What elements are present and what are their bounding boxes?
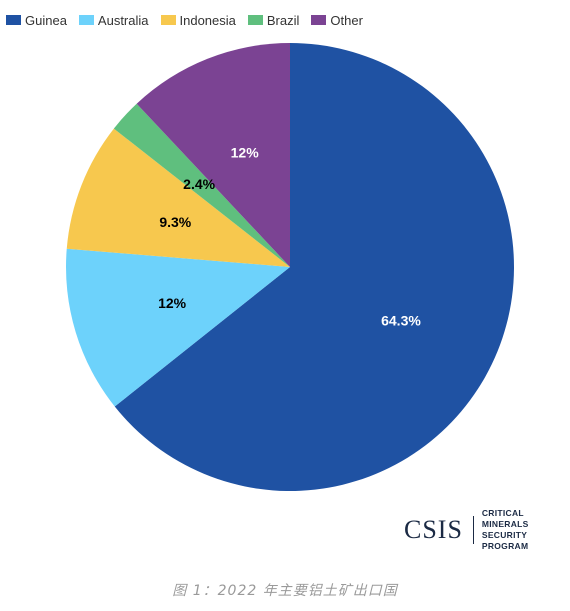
logo-wordmark: CSIS	[404, 515, 463, 544]
legend-item-brazil: Brazil	[247, 12, 300, 28]
legend-item-other: Other	[311, 13, 363, 28]
pie-slice-indonesia	[66, 128, 291, 267]
logo-subtitle-line1: CRITICAL MINERALS	[481, 508, 529, 529]
pie-slice-brazil	[113, 103, 290, 267]
legend-swatch	[6, 15, 21, 25]
pie-slice-labels: 64.3% 12% 9.3% 2.4% 12%	[158, 144, 421, 328]
logo-subtitle: CRITICAL MINERALS SECURITY PROGRAM	[482, 508, 570, 552]
legend-item-indonesia: Indonesia	[160, 12, 236, 28]
legend-label: Other	[330, 12, 363, 28]
legend-swatch	[247, 15, 263, 25]
pie-slices	[66, 43, 514, 491]
csis-logo: CSIS CRITICAL MINERALS SECURITY PROGRAM	[404, 508, 570, 551]
legend-label: Indonesia	[179, 12, 236, 28]
slice-label-other: 12%	[231, 144, 260, 160]
logo-subtitle-line2: SECURITY PROGRAM	[481, 530, 529, 551]
pie-slice-australia	[66, 248, 291, 407]
legend-label: Guinea	[25, 12, 67, 28]
pie-slice-other	[136, 43, 290, 267]
legend-swatch	[78, 15, 94, 25]
legend-swatch	[311, 15, 327, 25]
legend-item-australia: Australia	[78, 12, 149, 28]
slice-label-brazil: 2.4%	[183, 176, 215, 192]
slice-label-guinea: 64.3%	[381, 313, 421, 329]
slice-label-australia: 12%	[158, 295, 187, 311]
legend-item-guinea: Guinea	[6, 13, 67, 28]
figure-caption: 图 1：2022 年主要铝土矿出口国	[172, 583, 398, 599]
legend-swatch	[160, 15, 176, 25]
legend-label: Brazil	[266, 12, 300, 28]
pie-slice-guinea	[114, 43, 514, 491]
chart-legend: Guinea Australia Indonesia Brazil Other	[6, 11, 375, 29]
slice-label-indonesia: 9.3%	[159, 214, 191, 230]
logo-divider	[472, 516, 474, 544]
legend-label: Australia	[97, 12, 149, 28]
pie-chart: 64.3% 12% 9.3% 2.4% 12%	[66, 43, 514, 491]
